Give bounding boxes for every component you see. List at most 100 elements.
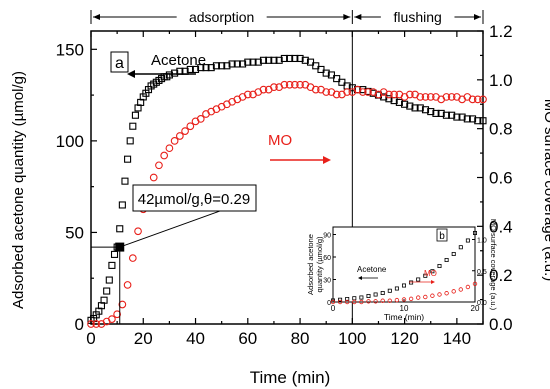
mo-point <box>118 300 127 309</box>
inset-y2-tick-label: 0.0 <box>477 300 487 307</box>
mo-point <box>332 90 341 99</box>
mo-point <box>155 161 163 170</box>
y-tick-label: 50 <box>65 223 84 242</box>
acetone-point <box>432 109 440 117</box>
inset-mo-point <box>394 297 400 303</box>
acetone-point <box>296 54 304 63</box>
acetone-point <box>202 64 210 72</box>
inset-mo-point <box>366 299 371 304</box>
phase-label-adsorption: adsorption <box>189 9 254 25</box>
inset-x-tick-label: 10 <box>400 304 409 313</box>
inset-mo-point <box>380 298 385 303</box>
acetone-point <box>207 64 215 72</box>
acetone-point <box>437 109 445 117</box>
annotation-text: 42µmol/g,θ=0.29 <box>138 191 250 208</box>
acetone-point <box>223 62 231 70</box>
inset-mo-point <box>423 294 428 300</box>
inset-acetone-point <box>416 277 421 282</box>
acetone-point <box>453 113 461 121</box>
inset-mo-point <box>330 299 336 305</box>
mo-point <box>113 310 121 319</box>
inset-mo-point <box>444 291 449 296</box>
phase-label-flushing: flushing <box>394 9 442 25</box>
mo-point <box>108 315 116 323</box>
acetone-point <box>100 296 108 304</box>
acetone-point <box>312 62 320 70</box>
x-tick-label: 100 <box>338 329 366 348</box>
acetone-point <box>218 62 226 70</box>
mo-arrow-head <box>323 156 331 164</box>
inset-mo-point <box>359 299 364 305</box>
y2-tick-label: 0.4 <box>489 217 513 236</box>
inset-x-tick-label: 20 <box>471 304 480 313</box>
acetone-point <box>103 287 111 295</box>
acetone-point <box>116 225 124 233</box>
mo-point <box>270 83 278 92</box>
acetone-point <box>301 56 309 64</box>
inset-acetone-point <box>373 292 378 297</box>
acetone-point <box>421 106 430 114</box>
inset-y-tick-label: 0 <box>327 300 331 307</box>
phase-arrow-left <box>93 14 100 20</box>
acetone-series-label: Acetone <box>151 52 206 69</box>
acetone-point <box>265 56 273 64</box>
panel-b-label: b <box>439 231 445 242</box>
acetone-point <box>333 75 341 83</box>
inset-acetone-arrow-head <box>358 276 362 280</box>
acetone-point <box>233 60 241 68</box>
acetone-point <box>479 117 487 125</box>
mo-point <box>92 320 101 328</box>
panel-a-box <box>110 51 129 73</box>
mo-point <box>364 88 372 96</box>
acetone-point <box>121 177 129 185</box>
inset-x-tick-label: 0 <box>331 304 336 313</box>
y2-tick-label: 0.0 <box>489 315 513 334</box>
mo-point <box>468 95 477 104</box>
mo-point <box>149 173 158 182</box>
mo-point <box>442 93 451 101</box>
mo-point <box>447 93 456 101</box>
inset-y2-tick-label: 0.5 <box>477 269 487 276</box>
inset-y-tick-label: 30 <box>323 278 331 285</box>
inset-acetone-point <box>423 273 428 278</box>
x-tick-label: 60 <box>238 329 257 348</box>
acetone-point <box>338 78 346 86</box>
acetone-point <box>191 65 200 74</box>
acetone-point <box>411 104 419 112</box>
acetone-point <box>406 102 414 110</box>
phase-bar: adsorption flushing <box>90 8 484 26</box>
y2-tick-label: 0.2 <box>489 266 513 285</box>
inset-acetone-point <box>380 290 385 295</box>
mo-point <box>296 80 304 89</box>
mo-point <box>243 90 252 99</box>
x-tick-label: 0 <box>86 329 95 348</box>
mo-point <box>421 93 430 101</box>
x-tick-label: 120 <box>390 329 418 348</box>
inset-acetone-point <box>430 269 435 274</box>
mo-point <box>280 80 289 89</box>
acetone-arrow-head <box>127 70 135 78</box>
mo-series-label: MO <box>268 132 292 149</box>
inset-mo-point <box>451 289 456 294</box>
y2-tick-label: 0.6 <box>489 169 513 188</box>
y2-axis-label: MO surface coverage (a.u.) <box>541 99 550 282</box>
y-tick-label: 150 <box>56 40 84 59</box>
inset-mo-point <box>337 299 343 305</box>
inset-mo-point <box>352 299 357 305</box>
acetone-point <box>254 58 262 66</box>
inset-acetone-point <box>338 297 343 302</box>
acetone-point <box>165 71 173 79</box>
acetone-point <box>306 58 315 66</box>
inset-mo-point <box>472 281 478 287</box>
acetone-point <box>186 65 194 74</box>
acetone-point <box>124 155 132 163</box>
acetone-point <box>385 95 393 103</box>
mo-point <box>160 151 169 160</box>
mo-point <box>176 132 184 140</box>
inset-acetone-point <box>401 283 406 288</box>
phase-arrow-right <box>474 14 481 20</box>
acetone-point <box>118 201 126 209</box>
acetone-point <box>395 98 403 106</box>
inset-panel: 0 10 20 0 30 60 90 0.0 0.5 1.0 b Acetone MO Time (min… <box>306 219 498 322</box>
acetone-point <box>239 60 247 68</box>
